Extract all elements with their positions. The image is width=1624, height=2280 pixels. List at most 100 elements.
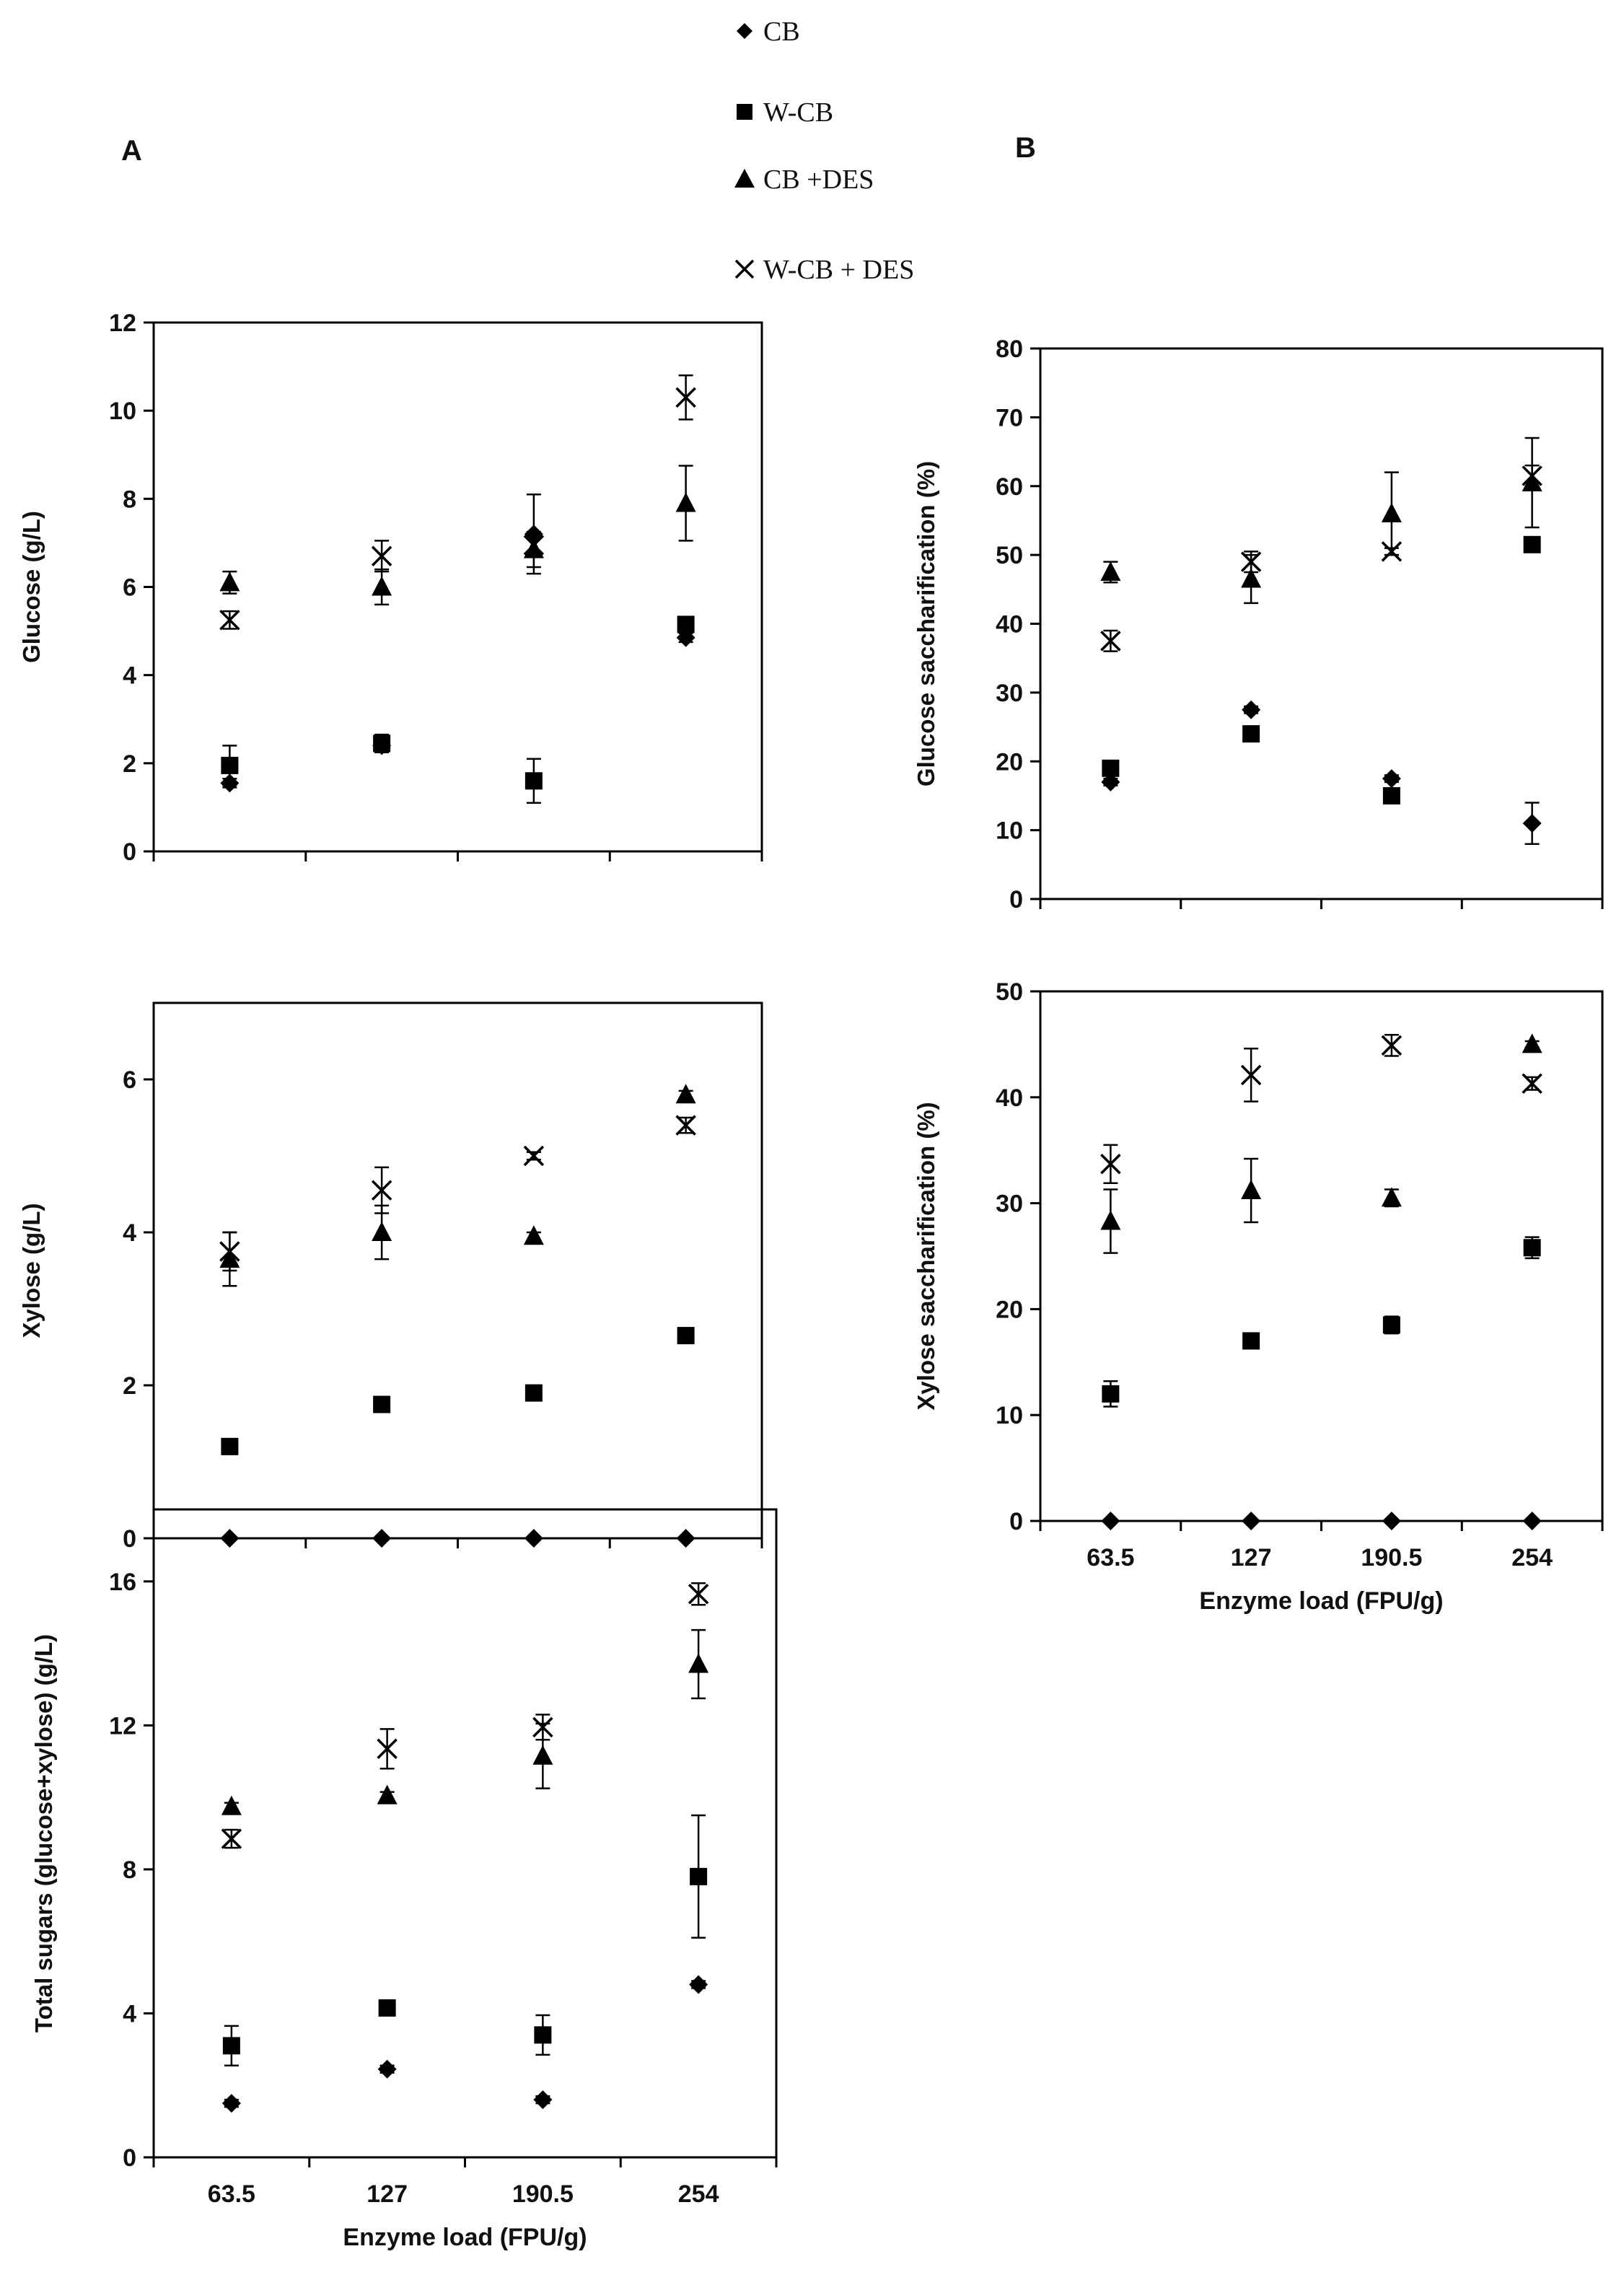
data-point-triangle-icon	[675, 1084, 696, 1104]
series-cb	[221, 1975, 708, 2113]
series-w-cb	[1102, 535, 1541, 804]
y-tick-label: 50	[996, 542, 1023, 569]
legend-item-w-cb: W-CB	[737, 97, 833, 128]
data-point-triangle-icon	[532, 1745, 553, 1765]
chart-xylose-saccharification: 0 10 20 30 40 50 63.5 127 190.5 254 Xylose sacchar…	[913, 978, 1604, 1615]
y-tick-label: 40	[996, 611, 1023, 639]
data-point-square-icon	[222, 2037, 240, 2055]
series-w-cb	[221, 1327, 695, 1455]
y-tick-label: 10	[996, 817, 1023, 845]
legend-label-w-cb: W-CB	[763, 97, 833, 128]
y-tick-label: 60	[996, 473, 1023, 501]
x-tick-label: 254	[678, 2180, 719, 2208]
data-point-diamond-icon	[372, 1529, 392, 1548]
series-w-cb-des	[1100, 1033, 1542, 1184]
x-tick-label: 63.5	[1087, 1544, 1134, 1571]
chart-xylose: 0 2 4 6 Xylose (g/L)	[18, 1001, 763, 1553]
data-point-diamond-icon	[1242, 1512, 1261, 1530]
data-point-x-icon	[523, 1145, 545, 1167]
data-point-x-icon	[1100, 631, 1121, 652]
y-tick-label: 6	[123, 574, 136, 602]
data-point-square-icon	[1242, 725, 1260, 743]
data-point-square-icon	[1102, 1385, 1120, 1403]
data-point-square-icon	[1523, 1239, 1541, 1257]
y-axis-label: Glucose (g/L)	[18, 511, 45, 663]
data-point-square-icon	[373, 735, 391, 753]
data-point-triangle-icon	[219, 571, 240, 592]
data-point-triangle-icon	[688, 1653, 709, 1673]
data-point-x-icon	[675, 387, 696, 408]
legend-label-cb-des: CB +DES	[763, 165, 874, 195]
y-tick-label: 12	[109, 310, 136, 337]
data-point-square-icon	[378, 1999, 396, 2017]
y-tick-label: 2	[123, 750, 136, 778]
legend-marker-triangle-icon	[734, 169, 755, 188]
y-tick-label: 0	[123, 838, 136, 866]
data-point-diamond-icon	[533, 2090, 553, 2110]
legend-item-cb-des: CB +DES	[734, 165, 874, 195]
data-point-square-icon	[221, 1437, 239, 1455]
series-w-cb	[222, 1814, 708, 2067]
y-tick-label: 4	[123, 1219, 136, 1247]
y-tick-label: 2	[123, 1372, 136, 1400]
y-tick-label: 10	[109, 398, 136, 425]
y-tick-label: 30	[996, 680, 1023, 707]
y-axis-label: Xylose (g/L)	[18, 1203, 45, 1338]
data-point-diamond-icon	[524, 1529, 543, 1548]
chart-glucose-saccharification: 0 10 20 30 40 50 60 70 80 Glucose saccharificatio…	[913, 336, 1604, 913]
data-point-triangle-icon	[1100, 1210, 1121, 1230]
panel-label-b: B	[1015, 132, 1036, 164]
y-tick-label: 4	[123, 2000, 136, 2027]
data-point-triangle-icon	[1241, 568, 1262, 588]
data-point-square-icon	[534, 2026, 552, 2044]
data-point-diamond-icon	[377, 2059, 397, 2079]
series-cb	[220, 1529, 695, 1548]
data-point-triangle-icon	[372, 576, 392, 596]
data-point-x-icon	[1240, 1064, 1262, 1086]
y-tick-label: 0	[1009, 886, 1023, 913]
panel-label-a: A	[121, 135, 142, 167]
x-tick-label: 254	[1511, 1544, 1553, 1571]
x-tick-label: 63.5	[208, 2180, 255, 2208]
x-axis-label: Enzyme load (FPU/g)	[1199, 1587, 1443, 1615]
y-tick-label: 0	[123, 2144, 136, 2172]
data-point-x-icon	[219, 1241, 240, 1262]
data-point-diamond-icon	[1242, 700, 1261, 719]
x-tick-label: 127	[1231, 1544, 1272, 1571]
chart-total-sugars: 0 4 8 12 16 63.5 127 190.5 254 Total sugars (gluc…	[30, 1508, 778, 2251]
data-point-diamond-icon	[1101, 1512, 1120, 1530]
series-w-cb	[1102, 1236, 1541, 1408]
legend-marker-diamond-icon	[737, 23, 752, 39]
y-tick-label: 12	[109, 1712, 136, 1740]
data-point-square-icon	[1102, 759, 1120, 777]
data-point-diamond-icon	[676, 1529, 695, 1548]
data-point-triangle-icon	[372, 1222, 392, 1241]
data-point-diamond-icon	[1522, 814, 1542, 833]
y-tick-label: 16	[109, 1569, 136, 1596]
data-point-x-icon	[371, 1180, 392, 1201]
y-tick-label: 4	[123, 662, 136, 690]
series-w-cb	[221, 615, 695, 804]
data-point-x-icon	[675, 1115, 696, 1136]
data-point-x-icon	[1381, 541, 1403, 562]
data-point-triangle-icon	[675, 492, 696, 512]
data-point-square-icon	[677, 615, 695, 633]
data-point-x-icon	[1522, 465, 1542, 486]
data-point-square-icon	[1523, 535, 1541, 553]
data-point-square-icon	[690, 1867, 708, 1885]
y-axis-label: Xylose saccharification (%)	[913, 1102, 939, 1410]
data-point-triangle-icon	[221, 1795, 242, 1815]
data-point-x-icon	[523, 535, 545, 556]
data-point-x-icon	[377, 1738, 398, 1759]
series-cb-des	[1100, 1033, 1542, 1254]
data-point-diamond-icon	[220, 1529, 240, 1548]
series-w-cb-des	[219, 1115, 696, 1272]
y-tick-label: 6	[123, 1066, 136, 1094]
data-point-x-icon	[1522, 1073, 1542, 1094]
data-point-square-icon	[524, 1384, 543, 1402]
series-cb	[1101, 1512, 1542, 1530]
data-point-diamond-icon	[1522, 1512, 1542, 1530]
data-point-triangle-icon	[1381, 502, 1402, 522]
y-tick-label: 8	[123, 486, 136, 513]
